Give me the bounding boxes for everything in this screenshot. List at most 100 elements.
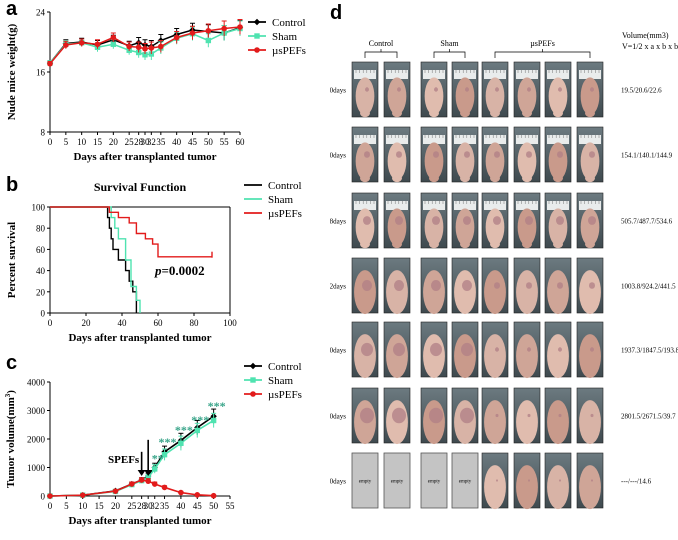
- data-point: [194, 427, 200, 434]
- data-point: [152, 466, 158, 472]
- tumor: [558, 347, 562, 352]
- mouse-body: [516, 334, 538, 379]
- mouse-body: [386, 270, 408, 315]
- data-point: [194, 492, 201, 498]
- mouse-photo: [351, 61, 379, 118]
- mouse-head: [460, 109, 470, 118]
- mouse-photo: [576, 321, 604, 379]
- tumor: [364, 151, 370, 158]
- mouse-head: [392, 305, 402, 314]
- data-point: [94, 41, 101, 48]
- legend-marker-2: [250, 391, 256, 397]
- legend-marker-0: [249, 362, 257, 370]
- tumor: [494, 282, 500, 289]
- data-point: [221, 25, 227, 32]
- x-tick-label: 35: [156, 137, 166, 147]
- tumor: [527, 347, 531, 352]
- mouse-body: [547, 334, 569, 379]
- mouse-photo: [576, 126, 604, 183]
- data-point: [210, 492, 217, 499]
- mouse-photo: [451, 126, 479, 183]
- data-point: [178, 489, 184, 496]
- tumor: [589, 151, 595, 158]
- y-tick-label: 40: [36, 266, 46, 276]
- tumor: [591, 479, 593, 482]
- volume-header-line1: Volume(mm3): [622, 31, 669, 40]
- mouse-head: [553, 240, 563, 249]
- tumor: [434, 87, 438, 92]
- mouse-body: [580, 77, 600, 115]
- panel-letter-b: b: [6, 174, 19, 196]
- ruler: [547, 135, 569, 144]
- mouse-head: [392, 369, 402, 378]
- tumor: [393, 342, 405, 357]
- legend-label-0: Control: [268, 180, 302, 192]
- data-point: [112, 488, 119, 494]
- x-tick-label: 55: [226, 501, 236, 511]
- x-tick-label: 40: [118, 318, 128, 328]
- mouse-photo: [481, 321, 509, 379]
- ruler: [454, 201, 476, 210]
- mouse-head: [490, 174, 500, 183]
- y-axis-label: Tumor volume(mm3): [4, 390, 17, 488]
- spefs-label: SPEFs: [108, 454, 140, 466]
- mouse-photo: [513, 452, 541, 510]
- mouse-head: [360, 369, 370, 378]
- mouse-photo: [481, 387, 509, 445]
- tumor: [432, 216, 440, 225]
- panel-letter-d: d: [330, 2, 343, 24]
- ruler: [454, 135, 476, 144]
- tumor: [362, 280, 372, 291]
- mouse-photo: [383, 321, 411, 379]
- mouse-photo: [544, 192, 572, 249]
- mouse-head: [392, 174, 402, 183]
- x-tick-label: 0: [48, 501, 53, 511]
- y-tick-label: 4000: [27, 378, 46, 388]
- chart-b-survival: 0 20 40 60 80 100 0 20 40 60 80 100 Days after trans…: [6, 180, 302, 344]
- empty-photo-box: [383, 452, 411, 509]
- mouse-head: [360, 305, 370, 314]
- mouse-head: [460, 369, 470, 378]
- series-spefs: [47, 477, 217, 499]
- mouse-head: [585, 500, 595, 509]
- mouse-photo: [420, 192, 448, 249]
- mouse-body: [423, 270, 445, 315]
- tumor: [527, 413, 531, 418]
- legend-label-0: Control: [268, 361, 302, 373]
- data-point: [178, 440, 184, 446]
- data-point: [79, 492, 86, 498]
- mouse-photo: [544, 126, 572, 183]
- mouse-photo: [513, 321, 541, 379]
- tumor: [557, 151, 563, 158]
- mouse-body: [455, 142, 475, 180]
- y-tick-label: 8: [41, 128, 46, 138]
- empty-photo-box: [351, 452, 379, 509]
- x-tick-label: 10: [77, 137, 87, 147]
- y-tick-label: 16: [36, 68, 46, 78]
- row-volume-label: 154.1/140.1/144.9: [621, 152, 673, 160]
- tumor: [461, 342, 473, 357]
- mouse-head: [522, 109, 532, 118]
- ruler: [547, 201, 569, 210]
- ruler: [484, 135, 506, 144]
- significance-stars: ***: [208, 399, 226, 413]
- y-tick-label: 20: [36, 287, 46, 297]
- mouse-photo: [513, 192, 541, 249]
- mouse-body: [484, 334, 506, 379]
- x-tick-label: 50: [204, 137, 214, 147]
- group-bracket: [433, 49, 466, 58]
- x-tick-label: 5: [64, 137, 69, 147]
- tumor: [558, 413, 562, 418]
- mouse-photo: [544, 257, 572, 315]
- mouse-body: [424, 77, 444, 115]
- significance-stars: **: [152, 451, 164, 465]
- y-axis-label: Nude mice weight(g): [6, 23, 18, 120]
- tumor: [559, 479, 561, 482]
- data-point: [63, 42, 69, 48]
- group-header: Sham: [440, 39, 459, 48]
- x-tick-label: 28: [137, 501, 147, 511]
- data-point: [205, 37, 212, 44]
- mouse-head: [522, 435, 532, 444]
